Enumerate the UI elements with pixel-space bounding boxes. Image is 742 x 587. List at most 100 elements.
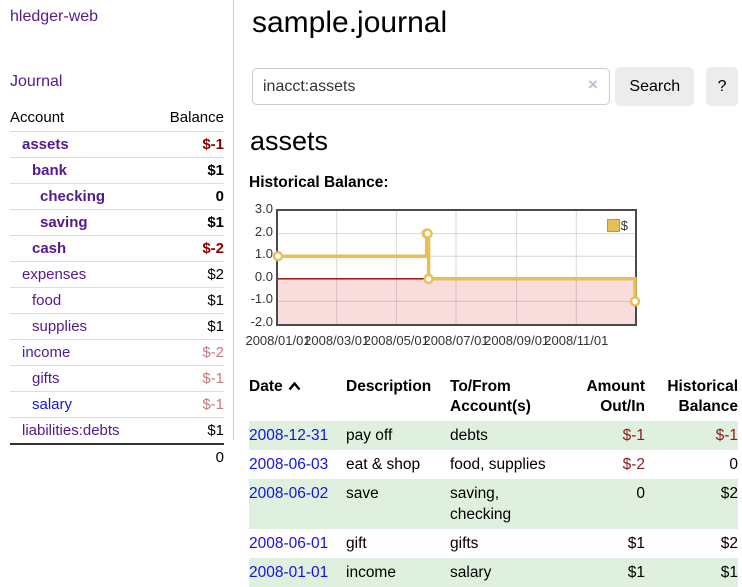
search-button[interactable]: Search bbox=[615, 67, 695, 106]
account-row: salary $-1 bbox=[10, 391, 224, 418]
transaction-description: eat & shop bbox=[346, 456, 421, 473]
sidebar-account-link[interactable]: cash bbox=[32, 240, 67, 257]
chart-y-tick-label: 0.0 bbox=[254, 268, 273, 284]
accounts-table: Account Balance assets $-1 bank $1 checking 0… bbox=[10, 105, 224, 470]
account-balance: $1 bbox=[153, 313, 224, 340]
register-header-row: Date Description To/From Account(s) Amou… bbox=[249, 375, 738, 421]
chart-legend: $ bbox=[606, 218, 628, 233]
account-balance: $1 bbox=[153, 209, 224, 236]
register-header-balance: Historical Balance bbox=[667, 378, 738, 415]
sidebar-account-link[interactable]: bank bbox=[32, 162, 68, 179]
transaction-balance: $2 bbox=[720, 485, 738, 502]
transaction-balance: $1 bbox=[720, 564, 738, 581]
account-page-title: assets bbox=[250, 126, 329, 156]
transaction-description: gift bbox=[346, 535, 367, 552]
search-help-button[interactable]: ? bbox=[706, 67, 738, 106]
register-header-description: Description bbox=[346, 378, 432, 395]
transaction-date-link[interactable]: 2008-12-31 bbox=[249, 427, 329, 444]
sidebar: hledger-web Journal Account Balance asse… bbox=[0, 0, 234, 470]
register-header-amount: Amount Out/In bbox=[586, 378, 645, 415]
sidebar-item-journal[interactable]: Journal bbox=[10, 73, 63, 90]
account-row: bank $1 bbox=[10, 157, 224, 184]
sidebar-account-link[interactable]: assets bbox=[22, 136, 69, 153]
accounts-total-balance: 0 bbox=[153, 443, 224, 470]
sidebar-account-link[interactable]: expenses bbox=[22, 266, 87, 283]
sidebar-account-link[interactable]: supplies bbox=[32, 318, 88, 335]
search-form: × Search ? bbox=[252, 67, 738, 106]
sidebar-account-link[interactable]: checking bbox=[40, 188, 106, 205]
chart-y-tick-label: 3.0 bbox=[254, 201, 273, 216]
account-row: cash $-2 bbox=[10, 235, 224, 262]
transaction-amount: 0 bbox=[636, 485, 645, 502]
account-row: gifts $-1 bbox=[10, 365, 224, 392]
account-row: expenses $2 bbox=[10, 261, 224, 288]
chart-title: Historical Balance: bbox=[249, 174, 389, 191]
chart-y-tick-label: 1.0 bbox=[254, 246, 273, 262]
chart-canvas bbox=[272, 211, 641, 324]
main-content: sample.journal × Search ? assets Histori… bbox=[234, 0, 742, 587]
register-table: Date Description To/From Account(s) Amou… bbox=[249, 375, 738, 587]
chart-y-tick-label: -1.0 bbox=[250, 291, 273, 307]
chart-x-tick-label: 2008/09/01 bbox=[484, 333, 550, 348]
account-balance: $-1 bbox=[153, 391, 224, 418]
sidebar-account-link[interactable]: income bbox=[22, 344, 71, 361]
transaction-description: pay off bbox=[346, 427, 393, 444]
sidebar-account-link[interactable]: saving bbox=[40, 214, 88, 231]
sidebar-account-link[interactable]: gifts bbox=[32, 370, 60, 387]
account-row: assets $-1 bbox=[10, 131, 224, 158]
transaction-row: 2008-01-01 income salary $1 $1 bbox=[249, 558, 738, 587]
search-input[interactable] bbox=[252, 68, 611, 105]
transaction-date-link[interactable]: 2008-06-01 bbox=[249, 535, 329, 552]
sidebar-account-link[interactable]: salary bbox=[32, 396, 73, 413]
transaction-row: 2008-06-03 eat & shop food, supplies $-2 0 bbox=[249, 450, 738, 479]
clear-search-icon[interactable]: × bbox=[588, 75, 598, 94]
transaction-amount: $-2 bbox=[622, 456, 645, 473]
accounts-header-row: Account Balance bbox=[10, 105, 224, 132]
transaction-date-link[interactable]: 2008-06-03 bbox=[249, 456, 329, 473]
transaction-row: 2008-06-02 save saving, checking 0 $2 bbox=[249, 479, 738, 529]
transaction-accounts: gifts bbox=[450, 535, 479, 552]
register-header-account: To/From Account(s) bbox=[450, 378, 531, 415]
transaction-balance: $-1 bbox=[715, 427, 738, 444]
transaction-row: 2008-12-31 pay off debts $-1 $-1 bbox=[249, 421, 738, 450]
transaction-description: income bbox=[346, 564, 396, 581]
transaction-balance: $2 bbox=[720, 535, 738, 552]
legend-dollar-label: $ bbox=[620, 218, 628, 233]
account-row: checking 0 bbox=[10, 183, 224, 210]
chart-x-tick-label: 2008/05/01 bbox=[363, 333, 429, 348]
app-brand-link[interactable]: hledger-web bbox=[10, 8, 99, 25]
transaction-accounts: debts bbox=[450, 427, 488, 444]
sidebar-account-link[interactable]: liabilities:debts bbox=[22, 422, 120, 439]
page-title: sample.journal bbox=[252, 6, 448, 39]
account-row: saving $1 bbox=[10, 209, 224, 236]
account-balance: $-1 bbox=[153, 131, 224, 158]
chart-x-tick-label: 2008/01/01 bbox=[245, 333, 311, 348]
account-balance: $-2 bbox=[153, 339, 224, 366]
transaction-date-link[interactable]: 2008-06-02 bbox=[249, 485, 329, 502]
legend-dollar-swatch bbox=[606, 219, 620, 232]
account-row: income $-2 bbox=[10, 339, 224, 366]
chart-y-tick-label: -2.0 bbox=[250, 314, 273, 329]
chart-x-tick-label: 2008/07/01 bbox=[423, 333, 489, 348]
account-row: food $1 bbox=[10, 287, 224, 314]
chart-data-point bbox=[422, 228, 433, 239]
transaction-amount: $1 bbox=[627, 564, 645, 581]
sidebar-account-link[interactable]: food bbox=[32, 292, 62, 309]
account-balance: 0 bbox=[153, 183, 224, 210]
register-header-date[interactable]: Date bbox=[249, 375, 346, 421]
chart-x-tick-label: 2008/11/01 bbox=[544, 333, 609, 348]
transaction-accounts: salary bbox=[450, 564, 492, 581]
chart-x-tick-label: 2008/03/01 bbox=[304, 333, 370, 348]
transaction-accounts: food, supplies bbox=[450, 456, 546, 473]
transaction-amount: $-1 bbox=[622, 427, 645, 444]
chart-y-tick-label: 2.0 bbox=[254, 223, 273, 239]
chart-plot: $ bbox=[272, 209, 641, 326]
transaction-date-link[interactable]: 2008-01-01 bbox=[249, 564, 329, 581]
chart-data-point bbox=[272, 251, 284, 262]
accounts-total-row: 0 bbox=[10, 443, 224, 470]
transaction-accounts: saving, checking bbox=[450, 485, 512, 523]
account-balance: $2 bbox=[153, 261, 224, 288]
transaction-row: 2008-06-01 gift gifts $1 $2 bbox=[249, 529, 738, 558]
transaction-amount: $1 bbox=[627, 535, 645, 552]
sort-ascending-icon bbox=[288, 377, 301, 397]
